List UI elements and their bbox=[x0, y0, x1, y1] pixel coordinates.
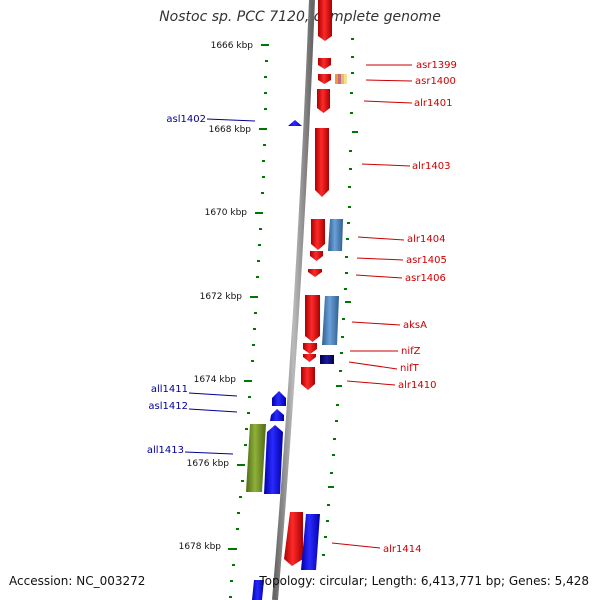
gene-feature bbox=[305, 295, 320, 342]
gene-feature bbox=[311, 219, 325, 250]
scale-label-1674: 1674 kbp bbox=[194, 375, 237, 385]
gene-feature bbox=[335, 74, 338, 84]
forward-genes bbox=[284, 0, 332, 566]
gene-feature bbox=[317, 89, 330, 113]
reverse-genes bbox=[246, 120, 320, 600]
scale-track bbox=[228, 44, 269, 598]
gene-feature bbox=[246, 424, 266, 492]
gene-feature bbox=[341, 74, 344, 84]
label-leaders-right bbox=[331, 64, 413, 549]
gene-feature bbox=[328, 219, 343, 251]
gene-feature bbox=[264, 425, 283, 494]
gene-label-nifZ[interactable]: nifZ bbox=[401, 346, 421, 357]
map-title: Nostoc sp. PCC 7120, complete genome bbox=[159, 9, 441, 25]
scale-label-1672: 1672 kbp bbox=[200, 292, 243, 302]
gene-label-nifT[interactable]: nifT bbox=[400, 363, 420, 374]
gene-label-asr1405[interactable]: asr1405 bbox=[406, 255, 447, 266]
gene-feature bbox=[338, 74, 341, 84]
scale-label-1678: 1678 kbp bbox=[179, 542, 222, 552]
gene-label-alr1414[interactable]: alr1414 bbox=[383, 544, 421, 555]
gene-label-all1413[interactable]: all1413 bbox=[147, 445, 184, 456]
gene-label-alr1404[interactable]: alr1404 bbox=[407, 234, 445, 245]
gene-label-asr1400[interactable]: asr1400 bbox=[415, 76, 456, 87]
gene-feature bbox=[252, 580, 264, 600]
gene-feature bbox=[284, 512, 303, 566]
scale-label-1668: 1668 kbp bbox=[209, 125, 252, 135]
gene-label-asl1412[interactable]: asl1412 bbox=[148, 401, 188, 412]
gene-feature bbox=[303, 343, 317, 354]
gene-label-asr1399[interactable]: asr1399 bbox=[416, 60, 457, 71]
gene-label-all1411[interactable]: all1411 bbox=[151, 384, 188, 395]
gene-label-aksA[interactable]: aksA bbox=[403, 320, 427, 331]
gene-labels-right: asr1399 asr1400 alr1401 alr1403 alr1404 … bbox=[383, 60, 457, 555]
genome-stats-text: Topology: circular; Length: 6,413,771 bp… bbox=[259, 574, 589, 588]
gene-label-alr1403[interactable]: alr1403 bbox=[412, 161, 450, 172]
scale-labels: 1666 kbp 1668 kbp 1670 kbp 1672 kbp 1674… bbox=[179, 41, 254, 552]
gene-label-alr1401[interactable]: alr1401 bbox=[414, 98, 452, 109]
gene-feature bbox=[272, 391, 286, 406]
accession-text: Accession: NC_003272 bbox=[9, 574, 146, 588]
label-leaders-left bbox=[184, 118, 256, 455]
gene-label-alr1410[interactable]: alr1410 bbox=[398, 380, 436, 391]
feature-blocks bbox=[320, 74, 347, 364]
gene-feature bbox=[310, 251, 323, 261]
gene-feature bbox=[308, 269, 322, 277]
genome-backbone bbox=[272, 0, 315, 600]
gene-feature bbox=[318, 74, 331, 84]
gene-labels-left: asl1402 all1411 asl1412 all1413 bbox=[147, 114, 206, 456]
gene-feature bbox=[344, 74, 347, 84]
gene-feature bbox=[303, 354, 316, 362]
gene-feature bbox=[301, 367, 315, 390]
gene-feature bbox=[270, 409, 284, 421]
scale-label-1666: 1666 kbp bbox=[211, 41, 254, 51]
scale-label-1670: 1670 kbp bbox=[205, 208, 248, 218]
scale-label-1676: 1676 kbp bbox=[187, 459, 230, 469]
gene-feature bbox=[322, 296, 339, 345]
gene-label-asl1402[interactable]: asl1402 bbox=[166, 114, 206, 125]
gene-feature bbox=[318, 58, 331, 69]
scale-track-right bbox=[322, 38, 358, 556]
gene-label-asr1406[interactable]: asr1406 bbox=[405, 273, 446, 284]
gene-feature bbox=[320, 355, 334, 364]
gene-feature bbox=[288, 120, 302, 126]
gene-feature bbox=[318, 0, 332, 41]
gene-feature bbox=[315, 128, 329, 197]
gene-feature bbox=[301, 514, 320, 570]
